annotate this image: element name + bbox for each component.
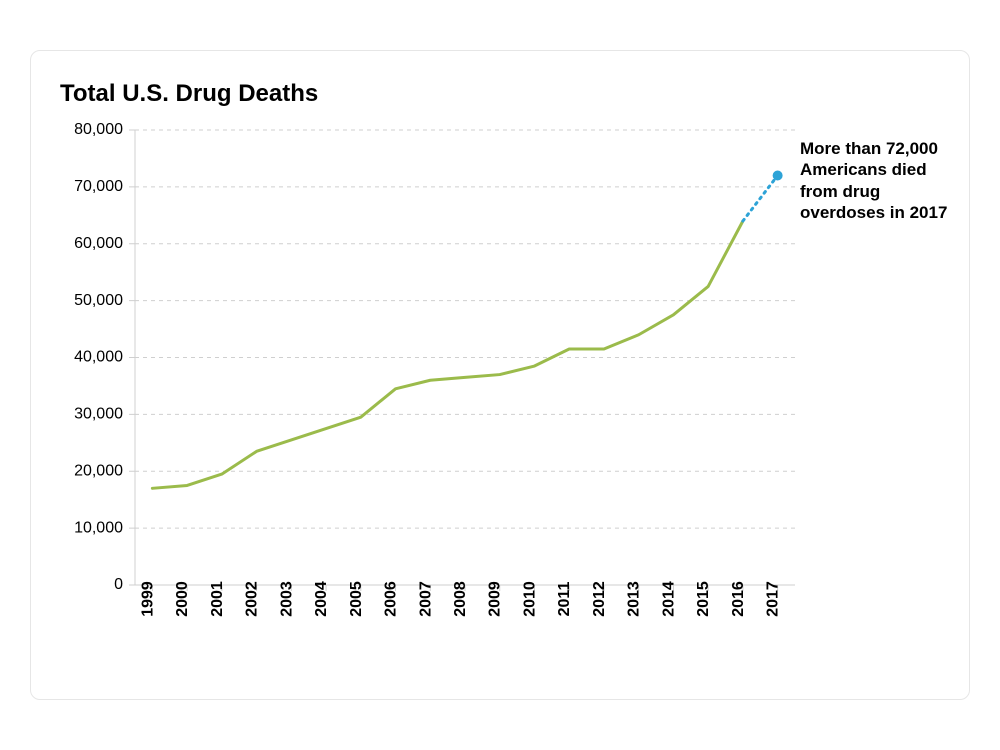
svg-text:2004: 2004 (313, 581, 330, 617)
canvas: Total U.S. Drug Deaths 010,00020,00030,0… (0, 0, 1000, 750)
svg-text:2017: 2017 (765, 581, 782, 617)
svg-text:2016: 2016 (730, 581, 747, 617)
svg-text:2003: 2003 (278, 581, 295, 617)
svg-text:2012: 2012 (591, 581, 608, 617)
svg-text:1999: 1999 (139, 581, 156, 617)
svg-text:2000: 2000 (174, 581, 191, 617)
svg-text:30,000: 30,000 (74, 406, 123, 423)
svg-text:2010: 2010 (521, 581, 538, 617)
svg-text:60,000: 60,000 (74, 235, 123, 252)
chart-annotation: More than 72,000 Americans died from dru… (800, 138, 950, 223)
svg-text:40,000: 40,000 (74, 349, 123, 366)
svg-text:70,000: 70,000 (74, 178, 123, 195)
svg-text:2013: 2013 (626, 581, 643, 617)
svg-text:50,000: 50,000 (74, 292, 123, 309)
svg-text:2001: 2001 (209, 581, 226, 617)
svg-text:2014: 2014 (660, 581, 677, 617)
svg-text:2015: 2015 (695, 581, 712, 617)
svg-text:2009: 2009 (487, 581, 504, 617)
svg-text:10,000: 10,000 (74, 519, 123, 536)
line-chart: 0 10,000 20,000 30,000 40,000 50,000 60,000 70,… (0, 0, 1000, 750)
svg-text:2007: 2007 (417, 581, 434, 617)
svg-text:0: 0 (114, 576, 123, 593)
svg-text:2005: 2005 (348, 581, 365, 617)
svg-text:2008: 2008 (452, 581, 469, 617)
svg-text:2002: 2002 (244, 581, 261, 617)
svg-text:2006: 2006 (383, 581, 400, 617)
svg-text:2011: 2011 (556, 582, 573, 617)
svg-text:80,000: 80,000 (74, 121, 123, 138)
svg-text:20,000: 20,000 (74, 462, 123, 479)
